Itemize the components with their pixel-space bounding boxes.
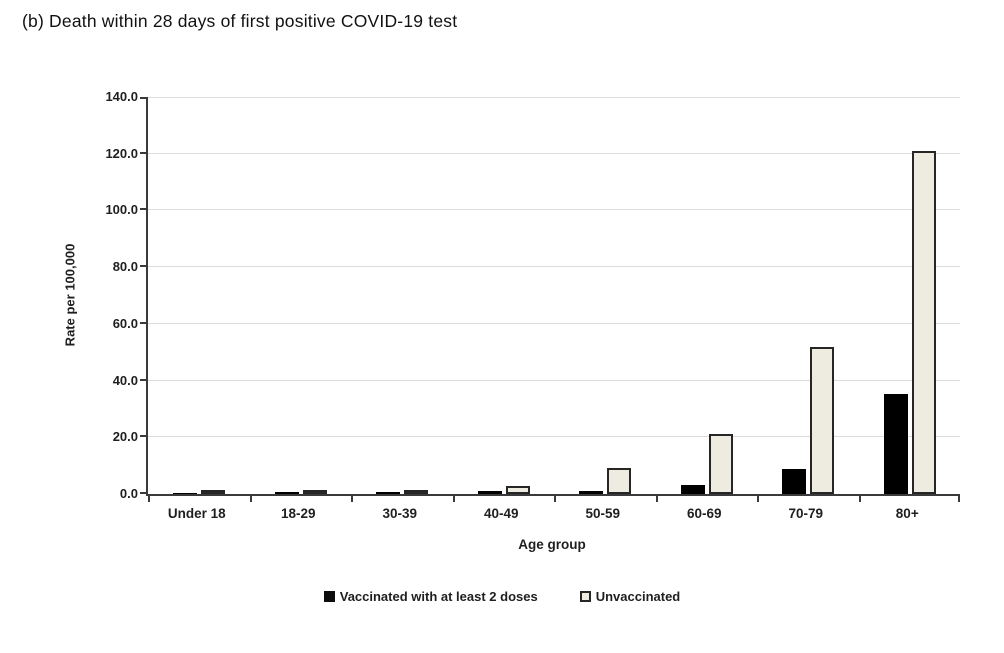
legend-label-unvaccinated: Unvaccinated [595,589,681,604]
x-axis-tick [958,496,960,502]
y-axis-tick-label: 80.0 [112,259,138,275]
gridline-60 [148,322,960,324]
bar-unvaccinated-80+ [911,150,936,494]
bar-unvaccinated-18-29 [302,490,327,494]
legend-item-vaccinated: Vaccinated with at least 2 doses [323,589,538,604]
x-axis-label-Under 18: Under 18 [167,506,226,521]
gridline-20 [148,436,960,438]
y-axis-tick [140,97,146,99]
x-axis-label-40-49: 40-49 [483,506,519,521]
bar-vaccinated-70-79 [782,469,806,494]
x-axis-tick-labels: Under 18 18-29 30-39 40-49 50-59 60-69 70-79 80… [146,506,958,526]
y-axis-tick [140,378,146,381]
gridline-40 [148,379,960,381]
x-axis-label-60-69: 60-69 [686,506,722,521]
legend-swatch-vaccinated [323,591,335,602]
y-axis-title: Rate per 100,000 [62,243,78,347]
bar-vaccinated-18-29 [274,492,299,494]
y-axis-tick [140,151,146,154]
y-axis-tick-label: 40.0 [112,372,138,388]
y-axis-tick-label: 120.0 [105,145,138,161]
bar-vaccinated-60-69 [680,484,705,494]
x-axis-tick [249,496,252,502]
x-axis-label-80+: 80+ [895,506,919,521]
x-axis-tick [655,496,658,502]
x-axis-tick [452,496,455,502]
y-axis-tick-label: 140.0 [105,89,138,104]
x-axis-tick [757,496,759,502]
x-axis-label-18-29: 18-29 [280,506,316,521]
x-axis-title: Age group [518,537,586,552]
plot-area: 0.0 20.0 40.0 60.0 80.0 100.0 120.0 140.0 [105,89,960,502]
y-axis-tick [140,208,146,211]
chart-legend: Vaccinated with at least 2 doses Unvaccin… [0,589,1004,604]
y-axis-tick-label: 100.0 [105,202,138,218]
y-axis-tick-label: 0.0 [119,486,138,501]
legend-label-vaccinated: Vaccinated with at least 2 doses [339,589,538,604]
bar-unvaccinated-50-59 [607,467,631,494]
bar-unvaccinated-60-69 [708,433,733,494]
gridline-120 [148,152,960,154]
bar-unvaccinated-30-39 [404,490,428,494]
bar-unvaccinated-Under 18 [201,490,225,494]
y-axis-tick-label: 60.0 [112,315,138,331]
bar-vaccinated-50-59 [579,490,603,494]
x-axis-tick [148,496,150,502]
bar-vaccinated-40-49 [477,491,502,494]
x-axis-tick [858,496,861,502]
bar-vaccinated-30-39 [376,492,400,494]
bar-unvaccinated-70-79 [810,346,834,494]
y-axis-tick [140,435,146,438]
chart-title: (b) Death within 28 days of first positi… [22,11,458,31]
bar-unvaccinated-40-49 [505,485,530,494]
y-axis-tick-label: 20.0 [112,429,138,445]
x-axis-label-30-39: 30-39 [382,506,418,521]
legend-swatch-unvaccinated [579,591,591,602]
x-axis-tick [554,496,556,502]
x-axis-label-70-79: 70-79 [788,506,824,521]
y-axis-tick [140,265,146,268]
gridline-140 [148,97,960,98]
bar-vaccinated-80+ [883,393,908,494]
x-axis-tick [351,496,353,502]
bar-vaccinated-Under 18 [173,493,197,494]
gridline-80 [148,266,960,268]
y-axis-tick [140,321,146,324]
y-axis-tick [140,492,146,494]
legend-item-unvaccinated: Unvaccinated [579,589,681,604]
gridline-100 [148,209,960,211]
x-axis-label-50-59: 50-59 [585,506,621,521]
